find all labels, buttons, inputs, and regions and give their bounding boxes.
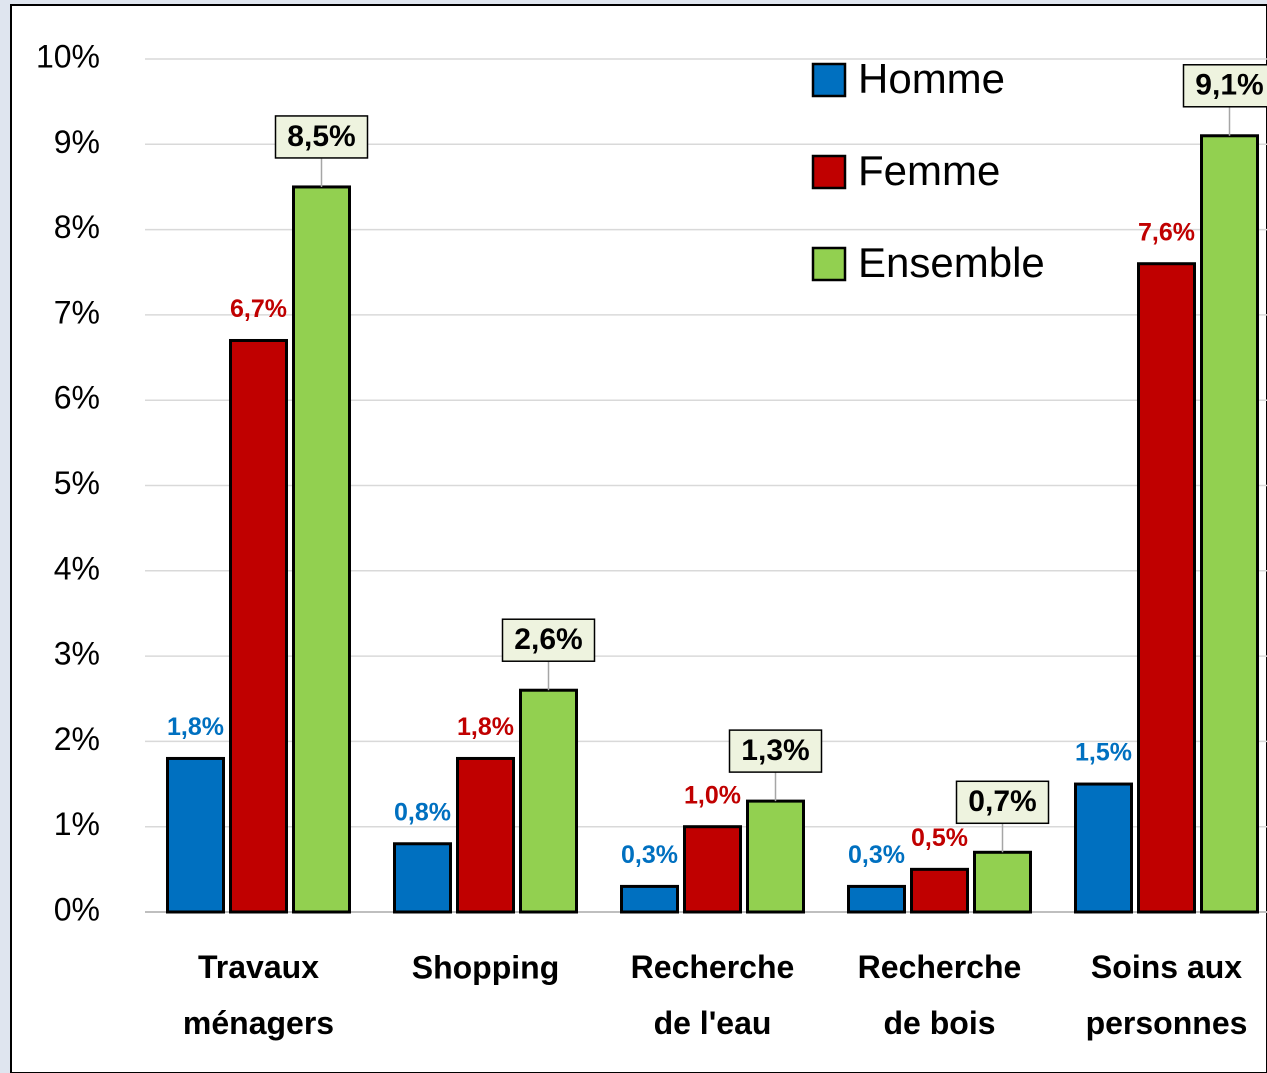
legend-label: Homme xyxy=(858,55,1005,102)
bar xyxy=(746,799,805,914)
data-label: 8,5% xyxy=(287,120,355,153)
legend-label: Femme xyxy=(858,147,1000,194)
x-tick-label: Travaux ménagers xyxy=(183,949,334,1041)
y-tick-label: 10% xyxy=(36,38,100,74)
y-tick-label: 3% xyxy=(54,636,100,672)
legend-swatch xyxy=(811,246,847,282)
label-box xyxy=(728,729,823,773)
y-tick-label: 4% xyxy=(54,550,100,586)
bar xyxy=(973,850,1032,914)
bar xyxy=(1200,134,1259,914)
data-label: 1,5% xyxy=(1075,739,1132,767)
bar xyxy=(229,338,288,914)
data-label: 0,3% xyxy=(848,841,905,869)
y-tick-label: 7% xyxy=(54,294,100,330)
y-tick-label: 2% xyxy=(54,721,100,757)
data-label: 1,3% xyxy=(741,734,809,767)
bar xyxy=(910,867,969,914)
x-tick-label: Soins aux personnes xyxy=(1086,949,1248,1041)
legend-label: Ensemble xyxy=(858,239,1045,286)
x-tick-label: Shopping xyxy=(412,949,560,985)
bar xyxy=(683,825,742,914)
bar xyxy=(292,185,351,914)
bar xyxy=(393,842,452,914)
bar xyxy=(1137,262,1196,914)
bar xyxy=(166,756,225,914)
data-label: 0,5% xyxy=(911,824,968,852)
data-label: 2,6% xyxy=(514,623,582,656)
data-label: 7,6% xyxy=(1138,218,1195,246)
y-tick-label: 8% xyxy=(54,209,100,245)
data-label: 0,3% xyxy=(621,841,678,869)
x-tick-label: Recherche de l'eau xyxy=(631,949,795,1041)
bar xyxy=(847,884,906,914)
data-label: 1,0% xyxy=(684,781,741,809)
legend-swatch xyxy=(811,154,847,190)
x-tick-label: Recherche de bois xyxy=(858,949,1022,1041)
y-tick-label: 1% xyxy=(54,806,100,842)
y-tick-label: 5% xyxy=(54,465,100,501)
bar xyxy=(456,756,515,914)
data-label: 6,7% xyxy=(230,295,287,323)
label-box xyxy=(955,780,1050,825)
y-tick-label: 0% xyxy=(54,891,100,927)
label-box xyxy=(501,618,596,662)
bar xyxy=(519,688,578,914)
bar xyxy=(1074,782,1133,914)
label-box xyxy=(1182,64,1267,108)
data-label: 1,8% xyxy=(167,713,224,741)
data-label: 0,7% xyxy=(968,785,1036,818)
data-label: 9,1% xyxy=(1195,69,1263,102)
legend-swatch xyxy=(811,62,847,98)
bar xyxy=(620,884,679,914)
y-tick-label: 9% xyxy=(54,124,100,160)
y-tick-label: 6% xyxy=(54,380,100,416)
data-label: 0,8% xyxy=(394,798,451,826)
data-label: 1,8% xyxy=(457,713,514,741)
label-box xyxy=(274,115,369,159)
